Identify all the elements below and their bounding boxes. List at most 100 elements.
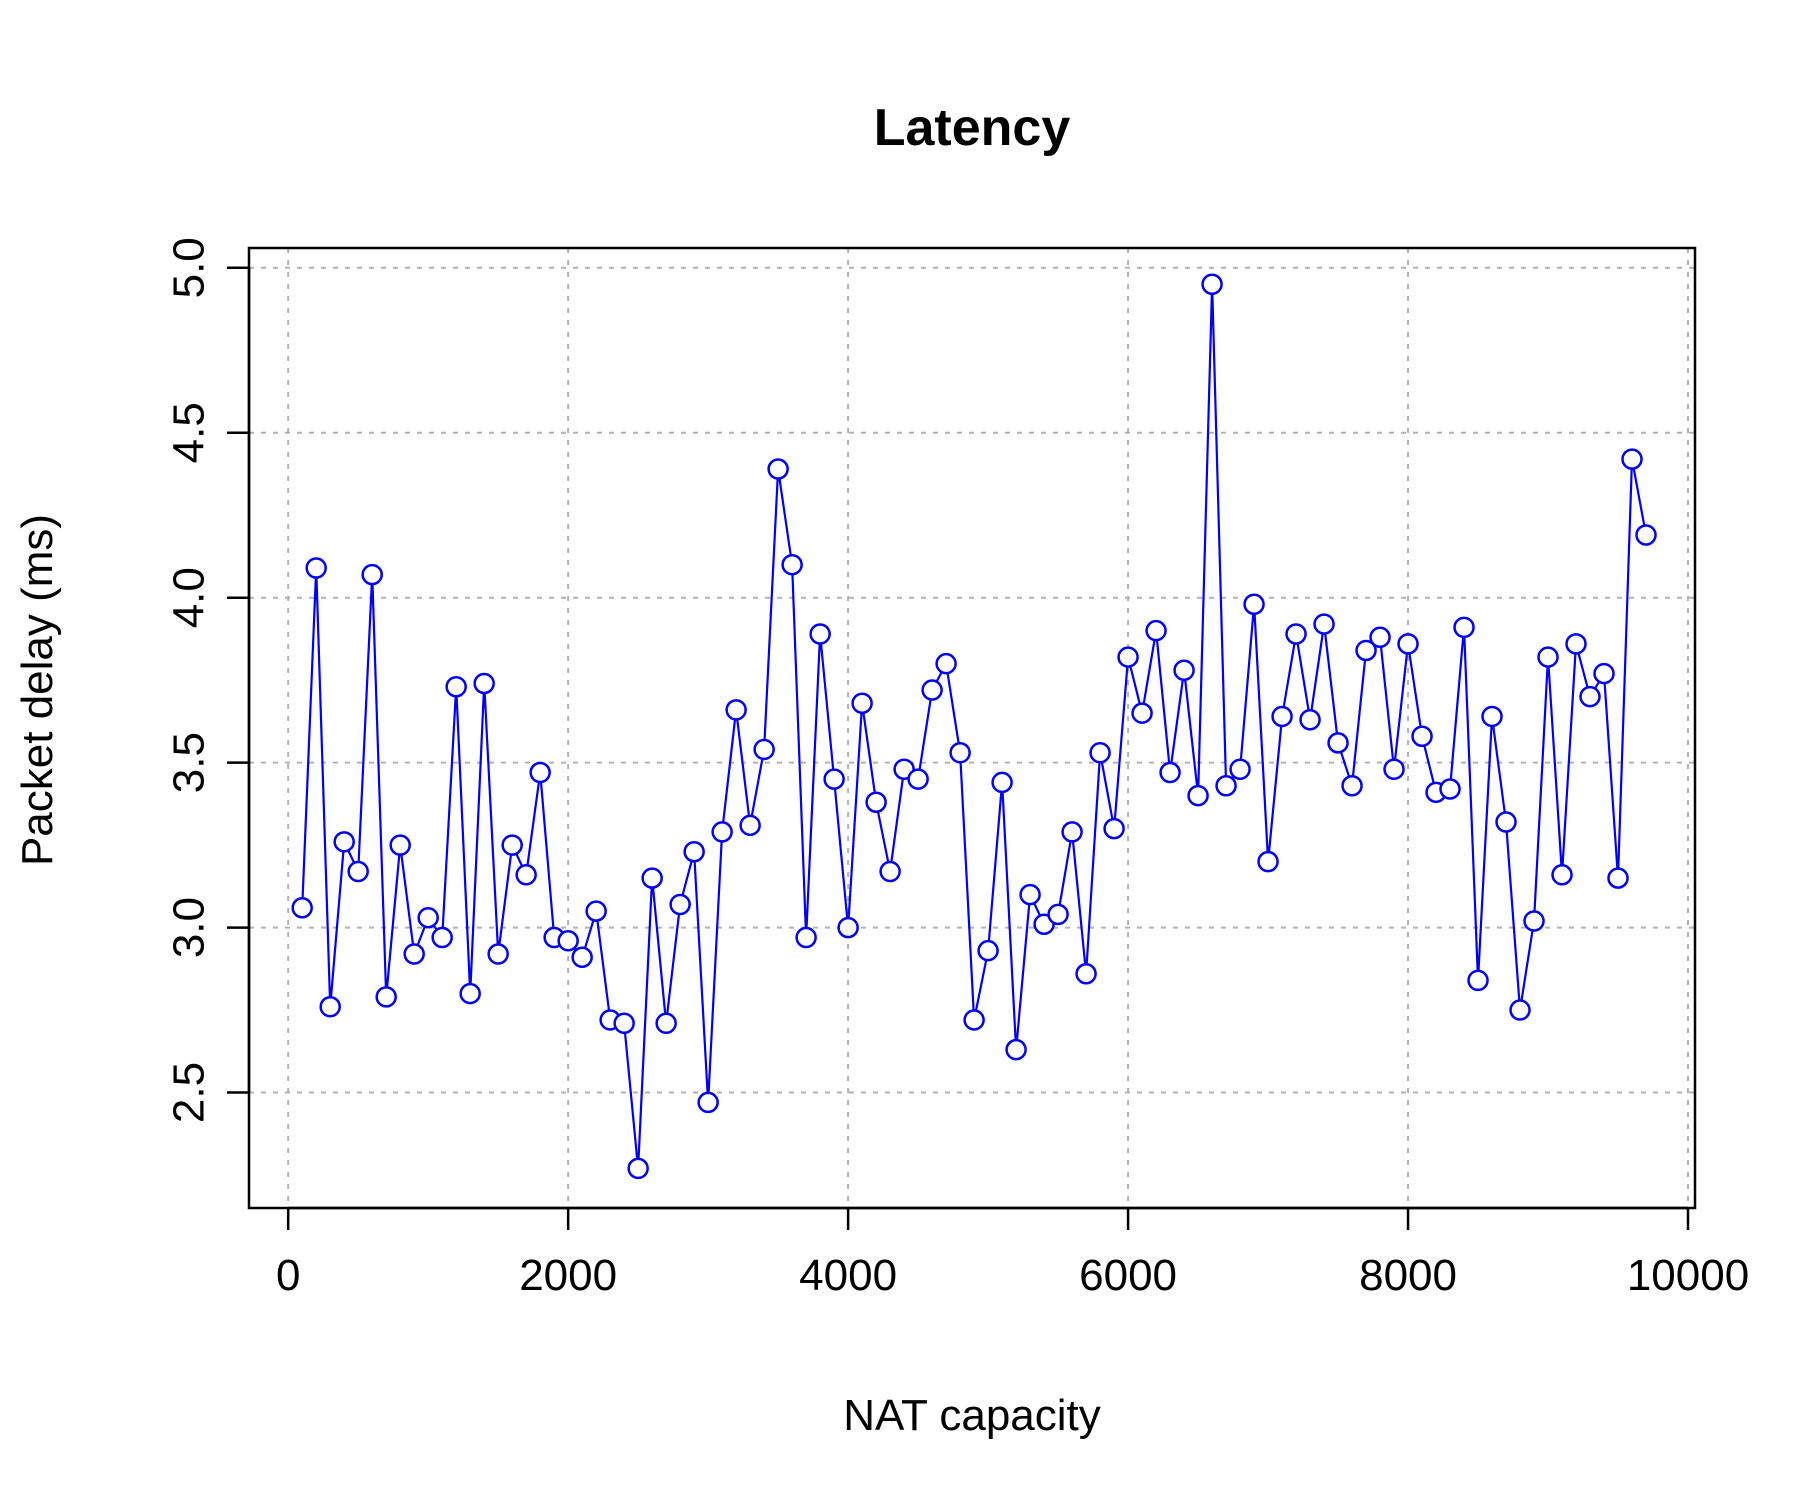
grid: [249, 248, 1695, 1208]
data-point: [431, 926, 453, 949]
data-point: [305, 557, 327, 579]
data-point: [1495, 811, 1517, 833]
data-point: [669, 893, 691, 916]
x-axis-label: NAT capacity: [843, 1391, 1101, 1440]
data-point: [865, 791, 887, 813]
data-point: [795, 926, 817, 949]
y-tick-label: 3.5: [165, 732, 214, 793]
data-point: [753, 738, 775, 761]
data-point: [935, 652, 957, 675]
plot-frame: [247, 246, 1697, 1210]
data-point: [739, 814, 761, 837]
data-point: [991, 771, 1013, 794]
data-point: [1131, 702, 1153, 724]
data-point: [389, 834, 411, 856]
data-point: [1173, 659, 1195, 682]
data-point: [851, 692, 873, 715]
data-point: [529, 761, 551, 784]
y-tick-label: 5.0: [165, 237, 214, 298]
data-point: [557, 930, 579, 952]
x-tick-label: 6000: [1079, 1251, 1177, 1300]
x-tick-label: 4000: [799, 1251, 897, 1300]
x-tick-label: 2000: [519, 1251, 617, 1300]
x-axis: 0 2000 4000 6000 8000 10000: [276, 1206, 1749, 1300]
data-point: [921, 679, 943, 701]
data-point: [1593, 662, 1615, 685]
data-point: [1075, 963, 1097, 985]
data-point: [487, 943, 509, 965]
data-point: [1019, 883, 1041, 906]
x-tick-label: 0: [276, 1251, 300, 1300]
data-point: [725, 699, 747, 721]
y-tick-label: 2.5: [165, 1062, 214, 1123]
data-point: [459, 982, 481, 1005]
data-point: [683, 840, 705, 863]
y-tick-label: 3.0: [165, 897, 214, 958]
data-point: [1607, 867, 1629, 889]
data-point: [585, 900, 607, 922]
x-tick-label: 10000: [1627, 1251, 1749, 1300]
data-point: [907, 768, 929, 790]
data-point: [347, 860, 369, 883]
data-point: [823, 768, 845, 790]
data-point: [837, 916, 859, 939]
data-point: [1061, 821, 1083, 843]
data-point: [1635, 524, 1657, 546]
data-point: [501, 834, 523, 856]
data-point: [1439, 778, 1461, 800]
data-point: [711, 821, 733, 843]
data-point: [1565, 633, 1587, 655]
data-point: [1257, 850, 1279, 873]
data-point: [515, 864, 537, 886]
data-point: [1271, 705, 1293, 728]
data-point: [1299, 709, 1321, 731]
data-point: [879, 860, 901, 883]
data-point: [1047, 903, 1069, 926]
series-line: [301, 283, 1648, 1170]
data-point: [949, 741, 971, 764]
data-point: [627, 1157, 649, 1180]
data-point: [1201, 273, 1223, 296]
data-point: [977, 939, 999, 962]
data-point: [613, 1012, 635, 1035]
data-point: [1523, 910, 1545, 932]
data-point: [291, 897, 313, 919]
data-point: [1159, 761, 1181, 784]
y-tick-label: 4.5: [165, 402, 214, 463]
data-point: [1453, 616, 1475, 639]
data-point: [1089, 741, 1111, 764]
series-layer: [291, 273, 1657, 1180]
data-point: [333, 831, 355, 853]
data-point: [1621, 448, 1643, 470]
data-point: [1243, 593, 1265, 616]
data-point: [1397, 633, 1419, 655]
data-point: [767, 458, 789, 480]
data-point: [375, 986, 397, 1008]
data-point: [403, 943, 425, 965]
x-tick-label: 8000: [1359, 1251, 1457, 1300]
y-axis-label: Packet delay (ms): [13, 514, 62, 866]
data-point: [1187, 784, 1209, 807]
data-point: [1229, 758, 1251, 780]
data-point: [1103, 817, 1125, 840]
data-point: [1145, 619, 1167, 642]
data-point: [1355, 639, 1377, 662]
data-point: [1467, 969, 1489, 992]
data-point: [963, 1009, 985, 1031]
data-point: [809, 623, 831, 645]
y-tick-label: 4.0: [165, 567, 214, 628]
data-point: [1481, 705, 1503, 728]
data-point: [641, 867, 663, 889]
data-point: [1215, 774, 1237, 797]
data-point: [571, 946, 593, 969]
data-point: [473, 672, 495, 695]
data-point: [1411, 725, 1433, 747]
data-point: [1341, 774, 1363, 797]
data-point: [1537, 646, 1559, 668]
y-axis: 2.5 3.0 3.5 4.0 4.5 5.0: [165, 237, 251, 1123]
data-point: [417, 906, 439, 929]
data-point: [1509, 999, 1531, 1021]
data-point: [1369, 626, 1391, 649]
data-point: [1579, 685, 1601, 708]
